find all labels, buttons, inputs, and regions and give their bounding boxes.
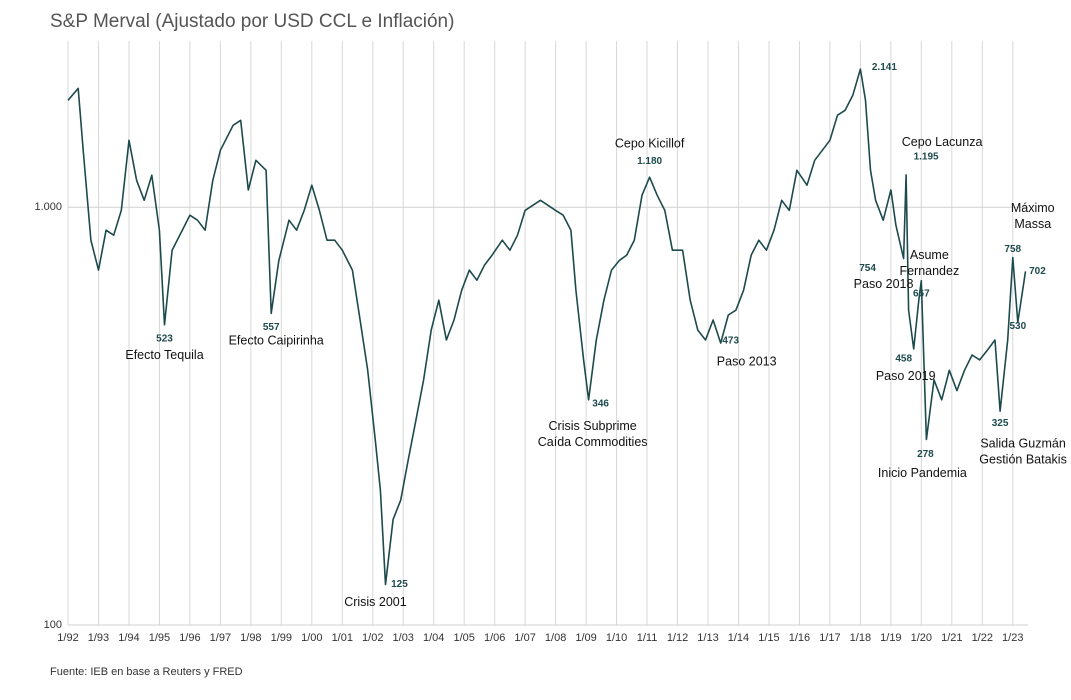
annotation-text: Efecto Tequila	[125, 348, 203, 362]
x-tick-label: 1/92	[57, 632, 78, 644]
annotation-value: 557	[263, 322, 280, 333]
annotation-text: Máximo	[1011, 201, 1055, 215]
x-tick-label: 1/07	[514, 632, 535, 644]
x-tick-label: 1/23	[1002, 632, 1023, 644]
annotation-text: Inicio Pandemia	[878, 466, 967, 480]
x-tick-label: 1/97	[210, 632, 231, 644]
annotation-value: 125	[391, 579, 408, 590]
annotation-value: 523	[156, 333, 173, 344]
x-tick-label: 1/14	[728, 632, 749, 644]
source-note: Fuente: IEB en base a Reuters y FRED	[50, 666, 243, 678]
annotation-value: 458	[895, 354, 912, 365]
annotation-text: Gestión Batakis	[979, 452, 1067, 466]
annotation-text: Paso 2018	[854, 277, 914, 291]
annotation-value: 2.141	[872, 62, 897, 73]
x-tick-label: 1/96	[179, 632, 200, 644]
annotation-text: Paso 2013	[717, 354, 777, 368]
x-tick-label: 1/99	[271, 632, 292, 644]
x-tick-label: 1/00	[301, 632, 322, 644]
x-tick-label: 1/19	[880, 632, 901, 644]
x-tick-label: 1/15	[758, 632, 779, 644]
annotation-text: Paso 2019	[876, 369, 936, 383]
x-tick-label: 1/05	[453, 632, 474, 644]
x-tick-label: 1/18	[850, 632, 871, 644]
x-tick-label: 1/02	[362, 632, 383, 644]
annotation-value: 325	[992, 418, 1009, 429]
series-line	[67, 68, 1027, 586]
x-tick-label: 1/08	[545, 632, 566, 644]
annotation-value: 346	[592, 398, 609, 409]
y-tick-label: 1.000	[34, 201, 62, 213]
annotation-value: 1.195	[914, 152, 939, 163]
annotation-value: 530	[1009, 321, 1026, 332]
x-tick-label: 1/22	[972, 632, 993, 644]
x-tick-label: 1/11	[637, 632, 658, 644]
y-tick-label: 100	[44, 619, 62, 631]
annotation-value: 473	[722, 336, 739, 347]
x-tick-label: 1/98	[240, 632, 261, 644]
x-tick-label: 1/13	[697, 632, 718, 644]
annotation-value: 667	[913, 288, 930, 299]
annotation-text: Crisis Subprime	[549, 419, 637, 433]
annotation-value: 278	[917, 449, 934, 460]
x-tick-label: 1/17	[819, 632, 840, 644]
x-tick-label: 1/04	[423, 632, 444, 644]
annotation-text: Massa	[1014, 217, 1051, 231]
x-tick-label: 1/16	[789, 632, 810, 644]
annotation-text: Asume	[910, 248, 949, 262]
x-tick-label: 1/95	[149, 632, 170, 644]
x-tick-label: 1/09	[575, 632, 596, 644]
annotation-value: 754	[859, 263, 876, 274]
annotation-text: Fernandez	[899, 264, 959, 278]
x-tick-label: 1/93	[88, 632, 109, 644]
chart-title: S&P Merval (Ajustado por USD CCL e Infla…	[50, 11, 454, 32]
x-tick-label: 1/06	[484, 632, 505, 644]
annotation-text: Cepo Kicillof	[615, 137, 685, 151]
annotation-value: 758	[1004, 244, 1021, 255]
x-tick-label: 1/20	[911, 632, 932, 644]
annotation-text: Salida Guzmán	[980, 436, 1066, 450]
x-tick-label: 1/94	[118, 632, 139, 644]
annotation-text: Efecto Caipirinha	[229, 334, 324, 348]
x-tick-label: 1/12	[667, 632, 688, 644]
annotation-text: Caída Commodities	[538, 435, 648, 449]
x-tick-label: 1/10	[606, 632, 627, 644]
x-tick-label: 1/21	[941, 632, 962, 644]
annotation-text: Cepo Lacunza	[902, 135, 983, 149]
annotation-value: 1.180	[637, 156, 662, 167]
x-tick-label: 1/01	[332, 632, 353, 644]
x-tick-label: 1/03	[393, 632, 414, 644]
annotation-value: 702	[1029, 266, 1046, 277]
annotation-text: Crisis 2001	[344, 595, 407, 609]
